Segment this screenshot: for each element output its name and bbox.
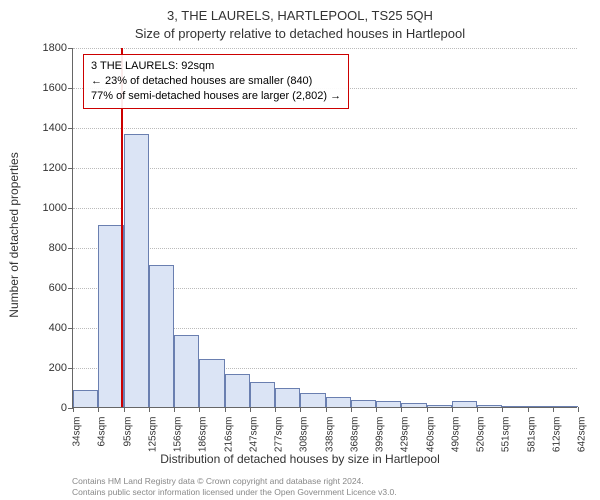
xtick-label: 612sqm: [551, 417, 562, 453]
gridline: [73, 128, 577, 129]
plot-area: 02004006008001000120014001600180034sqm64…: [72, 48, 577, 408]
x-axis-label: Distribution of detached houses by size …: [0, 452, 600, 466]
histogram-bar: [275, 388, 300, 407]
ytick-mark: [68, 328, 73, 329]
xtick-label: 520sqm: [476, 417, 487, 453]
xtick-label: 399sqm: [375, 417, 386, 453]
annotation-line3: 77% of semi-detached houses are larger (…: [91, 89, 341, 104]
xtick-mark: [351, 407, 352, 412]
gridline: [73, 48, 577, 49]
xtick-mark: [174, 407, 175, 412]
footer-copyright-1: Contains HM Land Registry data © Crown c…: [72, 476, 364, 486]
ytick-mark: [68, 288, 73, 289]
histogram-bar: [174, 335, 199, 407]
xtick-label: 186sqm: [198, 417, 209, 453]
xtick-label: 95sqm: [122, 417, 133, 447]
xtick-mark: [326, 407, 327, 412]
xtick-mark: [401, 407, 402, 412]
ytick-label: 1800: [43, 42, 67, 54]
xtick-label: 34sqm: [72, 417, 83, 447]
xtick-label: 216sqm: [223, 417, 234, 453]
footer-copyright-2: Contains public sector information licen…: [72, 487, 397, 497]
histogram-bar: [98, 225, 123, 407]
xtick-mark: [225, 407, 226, 412]
xtick-mark: [502, 407, 503, 412]
xtick-mark: [578, 407, 579, 412]
histogram-bar: [73, 390, 98, 407]
xtick-label: 338sqm: [324, 417, 335, 453]
histogram-bar: [452, 401, 477, 407]
histogram-bar: [199, 359, 224, 407]
histogram-bar: [351, 400, 376, 407]
xtick-mark: [376, 407, 377, 412]
xtick-mark: [149, 407, 150, 412]
xtick-mark: [250, 407, 251, 412]
ytick-label: 0: [61, 402, 67, 414]
ytick-label: 1000: [43, 202, 67, 214]
xtick-mark: [427, 407, 428, 412]
ytick-label: 200: [49, 362, 67, 374]
histogram-bar: [401, 403, 426, 407]
ytick-label: 1600: [43, 82, 67, 94]
histogram-bar: [553, 406, 578, 407]
ytick-label: 600: [49, 282, 67, 294]
histogram-bar: [427, 405, 452, 407]
histogram-bar: [250, 382, 275, 407]
annotation-line2: ← 23% of detached houses are smaller (84…: [91, 74, 341, 89]
xtick-mark: [199, 407, 200, 412]
ytick-mark: [68, 208, 73, 209]
xtick-mark: [73, 407, 74, 412]
histogram-bar: [502, 406, 527, 407]
ytick-mark: [68, 128, 73, 129]
xtick-mark: [452, 407, 453, 412]
histogram-bar: [300, 393, 325, 407]
xtick-label: 581sqm: [526, 417, 537, 453]
histogram-bar: [326, 397, 351, 407]
xtick-mark: [124, 407, 125, 412]
xtick-mark: [528, 407, 529, 412]
xtick-label: 277sqm: [274, 417, 285, 453]
histogram-bar: [477, 405, 502, 407]
xtick-label: 460sqm: [425, 417, 436, 453]
ytick-mark: [68, 48, 73, 49]
xtick-mark: [300, 407, 301, 412]
histogram-bar: [376, 401, 401, 407]
xtick-label: 125sqm: [147, 417, 158, 453]
histogram-bar: [528, 406, 553, 407]
ytick-mark: [68, 168, 73, 169]
chart-title-line1: 3, THE LAURELS, HARTLEPOOL, TS25 5QH: [0, 8, 600, 23]
ytick-label: 800: [49, 242, 67, 254]
ytick-label: 400: [49, 322, 67, 334]
xtick-label: 64sqm: [97, 417, 108, 447]
ytick-mark: [68, 248, 73, 249]
xtick-label: 156sqm: [173, 417, 184, 453]
histogram-bar: [225, 374, 250, 407]
chart-title-line2: Size of property relative to detached ho…: [0, 26, 600, 41]
ytick-mark: [68, 88, 73, 89]
xtick-label: 551sqm: [501, 417, 512, 453]
xtick-label: 308sqm: [299, 417, 310, 453]
ytick-label: 1400: [43, 122, 67, 134]
y-axis-label: Number of detached properties: [7, 152, 21, 317]
xtick-mark: [477, 407, 478, 412]
annotation-line1: 3 THE LAURELS: 92sqm: [91, 59, 341, 74]
marker-annotation: 3 THE LAURELS: 92sqm ← 23% of detached h…: [83, 54, 349, 109]
ytick-mark: [68, 368, 73, 369]
xtick-mark: [553, 407, 554, 412]
histogram-bar: [124, 134, 149, 407]
xtick-label: 490sqm: [450, 417, 461, 453]
histogram-bar: [149, 265, 174, 407]
xtick-label: 247sqm: [248, 417, 259, 453]
xtick-label: 642sqm: [577, 417, 588, 453]
ytick-label: 1200: [43, 162, 67, 174]
xtick-mark: [98, 407, 99, 412]
xtick-mark: [275, 407, 276, 412]
xtick-label: 429sqm: [400, 417, 411, 453]
xtick-label: 368sqm: [349, 417, 360, 453]
